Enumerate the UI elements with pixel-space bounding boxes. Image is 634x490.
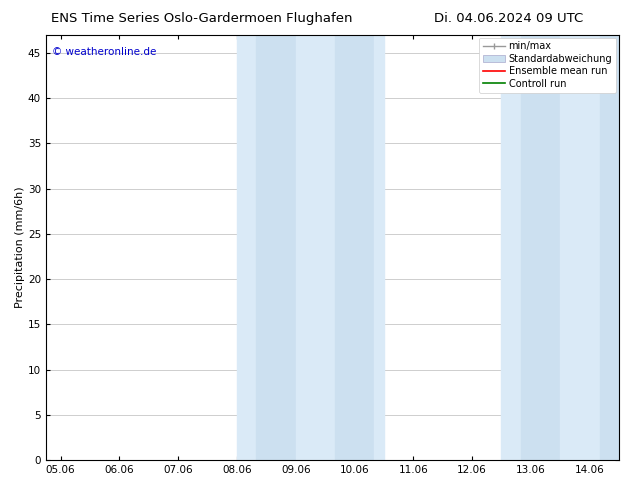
Y-axis label: Precipitation (mm/6h): Precipitation (mm/6h): [15, 187, 25, 308]
Bar: [256, 35, 295, 460]
Bar: [501, 35, 521, 460]
Bar: [521, 35, 560, 460]
Bar: [335, 35, 374, 460]
Text: Di. 04.06.2024 09 UTC: Di. 04.06.2024 09 UTC: [434, 12, 583, 25]
Text: ENS Time Series Oslo-Gardermoen Flughafen: ENS Time Series Oslo-Gardermoen Flughafe…: [51, 12, 353, 25]
Bar: [295, 35, 335, 460]
Legend: min/max, Standardabweichung, Ensemble mean run, Controll run: min/max, Standardabweichung, Ensemble me…: [479, 38, 616, 93]
Bar: [237, 35, 256, 460]
Bar: [560, 35, 600, 460]
Text: © weatheronline.de: © weatheronline.de: [51, 48, 156, 57]
Bar: [600, 35, 619, 460]
Bar: [374, 35, 384, 460]
